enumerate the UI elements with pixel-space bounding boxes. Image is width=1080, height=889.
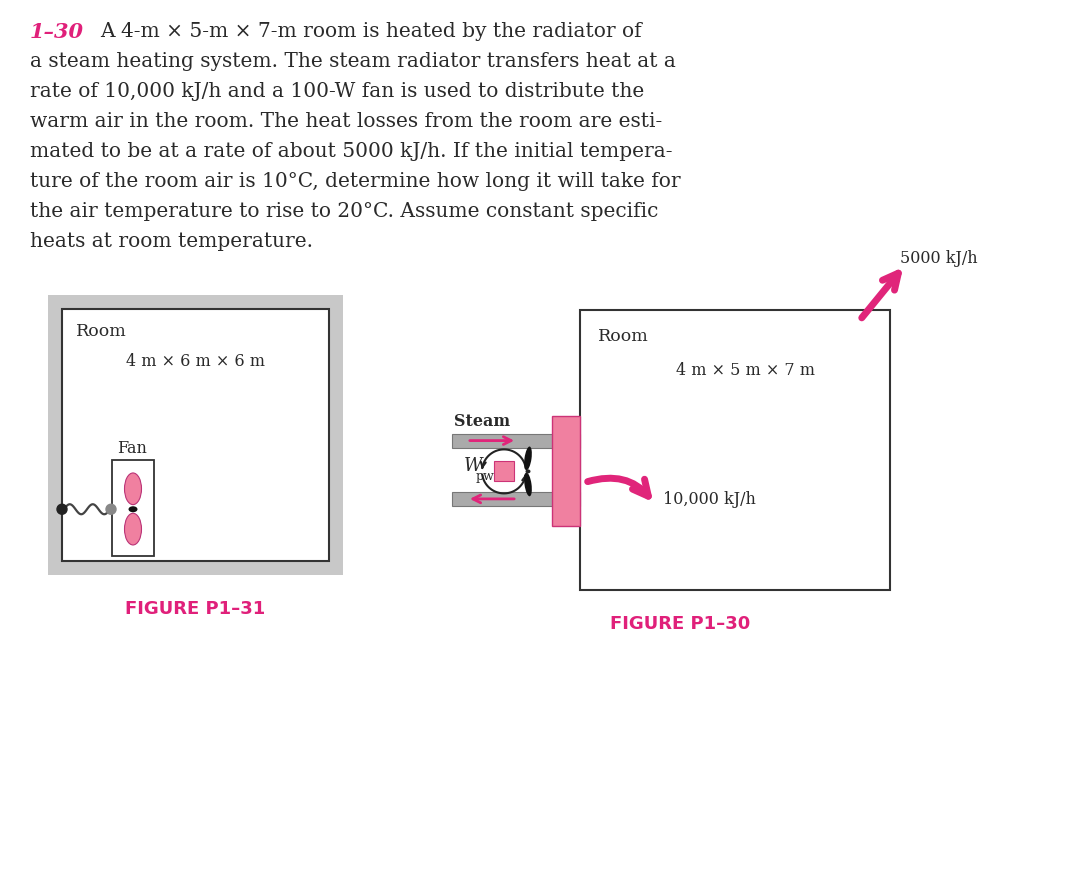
- Bar: [494, 461, 514, 482]
- Text: the air temperature to rise to 20°C. Assume constant specific: the air temperature to rise to 20°C. Ass…: [30, 202, 659, 221]
- Circle shape: [57, 504, 67, 514]
- Bar: [453, 492, 580, 506]
- Text: Steam: Steam: [454, 412, 510, 429]
- Ellipse shape: [524, 473, 531, 496]
- Bar: [62, 309, 329, 561]
- Text: 10,000 kJ/h: 10,000 kJ/h: [663, 491, 756, 508]
- Bar: [580, 310, 890, 590]
- Bar: [552, 416, 580, 526]
- Text: 4 m × 5 m × 7 m: 4 m × 5 m × 7 m: [675, 362, 814, 379]
- Text: W: W: [464, 458, 483, 476]
- Circle shape: [106, 504, 116, 514]
- Text: FIGURE P1–30: FIGURE P1–30: [610, 615, 751, 633]
- Text: mated to be at a rate of about 5000 kJ/h. If the initial tempera-: mated to be at a rate of about 5000 kJ/h…: [30, 142, 673, 161]
- Bar: [48, 295, 343, 575]
- Ellipse shape: [524, 446, 531, 470]
- Text: A 4-m × 5-m × 7-m room is heated by the radiator of: A 4-m × 5-m × 7-m room is heated by the …: [100, 22, 642, 41]
- Text: warm air in the room. The heat losses from the room are esti-: warm air in the room. The heat losses fr…: [30, 112, 662, 131]
- Text: FIGURE P1–31: FIGURE P1–31: [125, 600, 266, 618]
- Ellipse shape: [129, 506, 137, 512]
- Text: Room: Room: [76, 323, 126, 340]
- Text: rate of 10,000 kJ/h and a 100-W fan is used to distribute the: rate of 10,000 kJ/h and a 100-W fan is u…: [30, 82, 645, 101]
- Text: Room: Room: [598, 328, 649, 345]
- Bar: [112, 460, 154, 556]
- Text: heats at room temperature.: heats at room temperature.: [30, 232, 313, 251]
- Ellipse shape: [124, 513, 141, 545]
- Text: a steam heating system. The steam radiator transfers heat at a: a steam heating system. The steam radiat…: [30, 52, 676, 71]
- Text: 5000 kJ/h: 5000 kJ/h: [900, 250, 977, 267]
- Ellipse shape: [124, 473, 141, 505]
- Text: ture of the room air is 10°C, determine how long it will take for: ture of the room air is 10°C, determine …: [30, 172, 680, 191]
- Text: Fan: Fan: [117, 440, 147, 457]
- Text: pw: pw: [476, 470, 495, 483]
- Bar: [453, 434, 580, 447]
- Text: 4 m × 6 m × 6 m: 4 m × 6 m × 6 m: [126, 353, 265, 370]
- Ellipse shape: [526, 469, 530, 474]
- Text: 1–30: 1–30: [30, 22, 84, 42]
